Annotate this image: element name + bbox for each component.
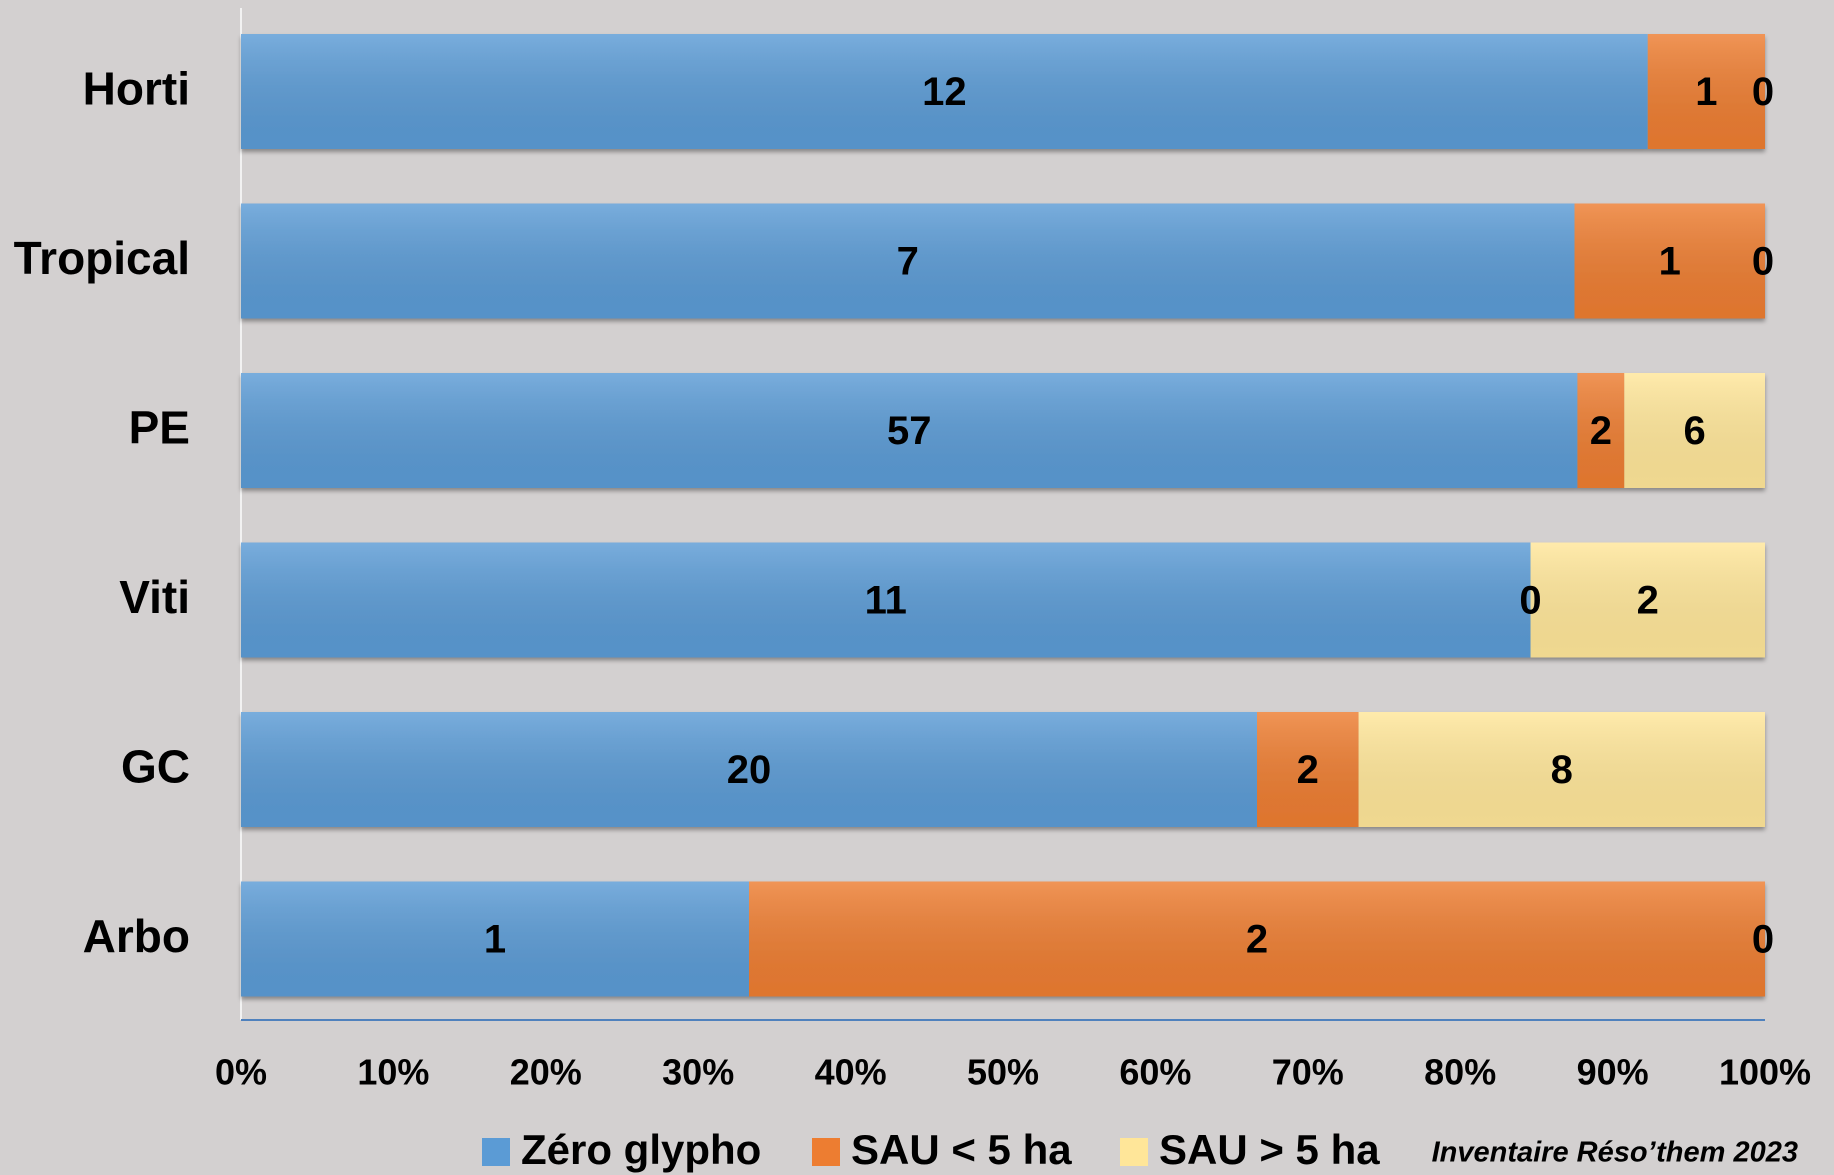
bar-shine <box>241 373 1578 488</box>
x-tick-label: 60% <box>1119 1052 1191 1093</box>
category-label: Arbo <box>83 910 190 962</box>
bar-group <box>241 542 1765 658</box>
data-label: 2 <box>1246 918 1268 962</box>
bar-shine <box>1530 542 1765 658</box>
x-tick-label: 40% <box>815 1052 887 1093</box>
data-label: 1 <box>1659 240 1681 284</box>
bar-group <box>241 373 1765 488</box>
category-label: PE <box>129 402 190 454</box>
x-tick-label: 30% <box>662 1052 734 1093</box>
category-label: Viti <box>119 571 190 623</box>
bar-group <box>241 712 1765 827</box>
bar-shine <box>241 712 1257 827</box>
annotation: Inventaire Réso’them 2023 <box>1432 1137 1798 1169</box>
data-label: 8 <box>1551 748 1573 792</box>
x-tick-label: 70% <box>1272 1052 1344 1093</box>
legend-swatch <box>812 1138 840 1166</box>
bar-shine <box>1624 373 1765 488</box>
data-label: 12 <box>922 70 967 114</box>
bar-group <box>241 881 1765 997</box>
bar-shine <box>241 881 749 997</box>
bar-shine <box>1257 712 1359 827</box>
data-label: 7 <box>897 240 919 284</box>
x-tick-label: 20% <box>510 1052 582 1093</box>
data-label: 20 <box>727 748 772 792</box>
x-tick-label: 10% <box>357 1052 429 1093</box>
legend-label: SAU < 5 ha <box>851 1126 1072 1173</box>
data-label: 1 <box>1695 70 1717 114</box>
data-label: 2 <box>1590 409 1612 453</box>
category-label: GC <box>121 741 190 793</box>
data-label: 2 <box>1637 579 1659 623</box>
bar-shine <box>241 542 1531 658</box>
data-label: 0 <box>1519 579 1541 623</box>
bar-shine <box>1647 34 1765 149</box>
data-label: 0 <box>1752 918 1774 962</box>
bar-shine <box>241 34 1648 149</box>
x-tick-label: 80% <box>1424 1052 1496 1093</box>
data-label: 57 <box>887 409 932 453</box>
data-label: 6 <box>1684 409 1706 453</box>
bar-shine <box>241 203 1575 319</box>
legend-swatch <box>482 1138 510 1166</box>
x-tick-label: 0% <box>215 1052 267 1093</box>
bar-group <box>241 203 1765 319</box>
legend-label: SAU > 5 ha <box>1159 1126 1380 1173</box>
bar-shine <box>749 881 1765 997</box>
legend-label: Zéro glypho <box>521 1126 761 1173</box>
data-label: 0 <box>1752 70 1774 114</box>
x-tick-label: 50% <box>967 1052 1039 1093</box>
bar-shine <box>1358 712 1765 827</box>
category-label: Tropical <box>14 232 190 284</box>
data-label: 11 <box>865 579 907 623</box>
data-label: 1 <box>484 918 506 962</box>
category-label: Horti <box>83 63 190 115</box>
x-tick-label: 100% <box>1719 1052 1811 1093</box>
legend-swatch <box>1120 1138 1148 1166</box>
bar-group <box>241 34 1765 149</box>
bar-shine <box>1577 373 1625 488</box>
x-tick-label: 90% <box>1577 1052 1649 1093</box>
bar-shine <box>1574 203 1765 319</box>
data-label: 2 <box>1297 748 1319 792</box>
data-label: 0 <box>1752 240 1774 284</box>
